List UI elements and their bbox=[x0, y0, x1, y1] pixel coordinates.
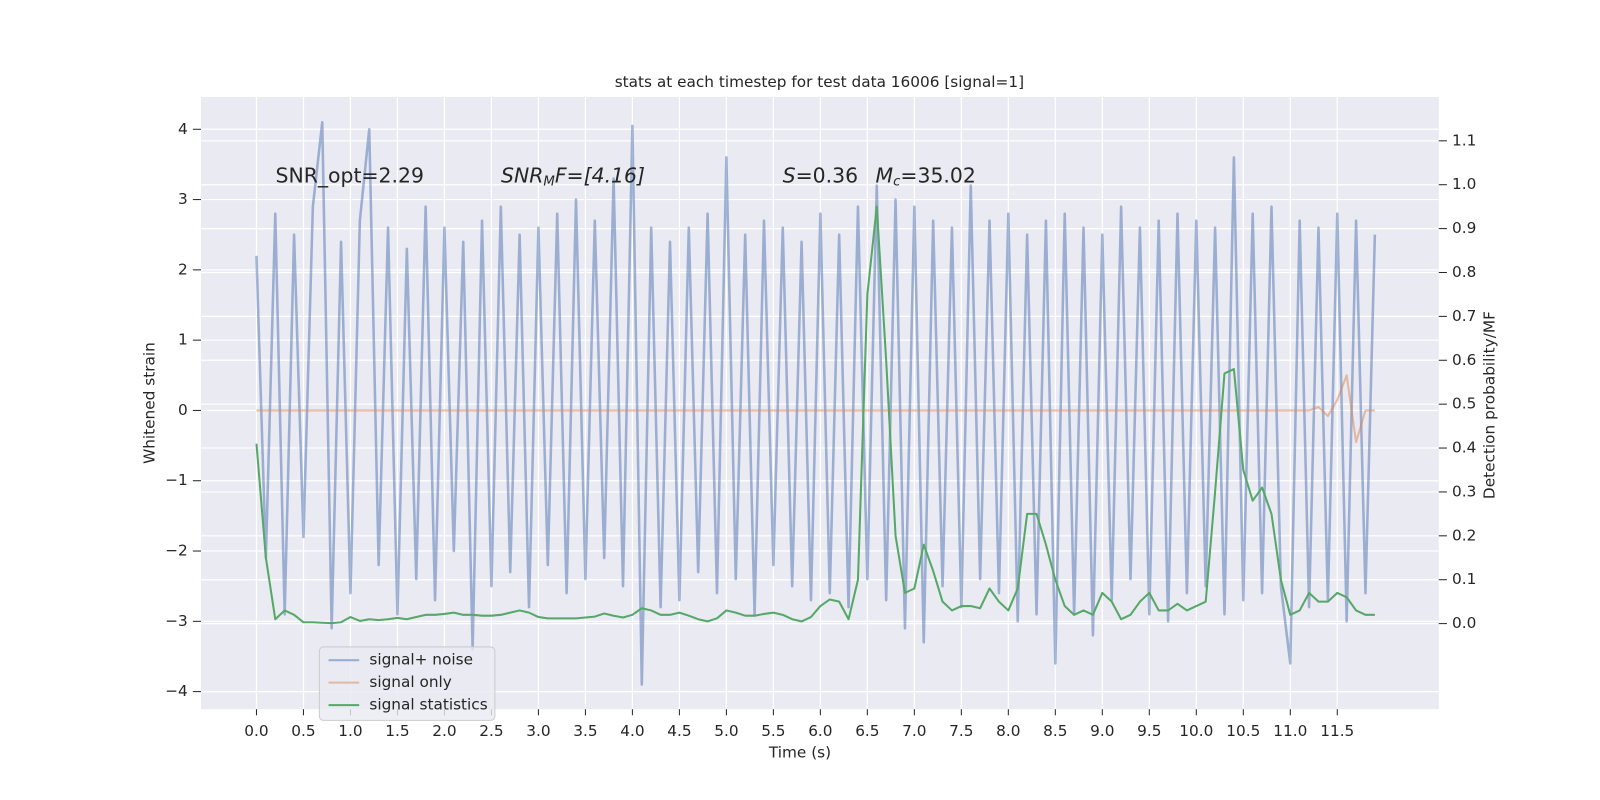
marks bbox=[255, 120, 1377, 686]
y2-tick-label: 1.0 bbox=[1452, 175, 1476, 193]
y2-tick-label: 0.5 bbox=[1452, 395, 1476, 413]
legend: signal+ noise signal only signal statistic… bbox=[318, 646, 496, 721]
series-line bbox=[255, 205, 1375, 625]
y-tick-label: −3 bbox=[165, 612, 188, 630]
y2-tick-label: 0.9 bbox=[1452, 219, 1476, 237]
annotation-part: SNR bbox=[501, 164, 543, 188]
y-tick-label: 2 bbox=[178, 260, 188, 278]
y2-axis-label: Detection probability/MF bbox=[1480, 311, 1498, 499]
y2-tick-label: 0.4 bbox=[1452, 439, 1476, 457]
y2-tick-label: 0.1 bbox=[1452, 570, 1476, 588]
x-tick-label: 1.5 bbox=[385, 722, 409, 740]
annotation-part: S bbox=[783, 164, 796, 188]
x-tick-label: 8.0 bbox=[996, 722, 1020, 740]
x-tick-label: 0.5 bbox=[291, 722, 315, 740]
y2-tick-label: 0.7 bbox=[1452, 307, 1476, 325]
x-tick-label: 6.5 bbox=[855, 722, 879, 740]
x-tick-label: 3.5 bbox=[573, 722, 597, 740]
annotation: Mc=35.02 bbox=[876, 164, 976, 190]
y2-tick-label: 0.8 bbox=[1452, 263, 1476, 281]
y2-tick-label: 0.6 bbox=[1452, 351, 1476, 369]
x-tick-label: 11.0 bbox=[1273, 722, 1307, 740]
x-tick-label: 2.0 bbox=[432, 722, 456, 740]
series-line bbox=[256, 374, 1375, 444]
y-tick-label: −1 bbox=[165, 471, 188, 489]
annotation: SNR_opt=2.29 bbox=[276, 164, 424, 189]
annotation-part: M bbox=[876, 164, 894, 188]
y2-tick-label: 0.3 bbox=[1452, 482, 1476, 500]
y2-tick-label: 1.1 bbox=[1452, 131, 1476, 149]
y-tick-label: −2 bbox=[165, 542, 188, 560]
annotation-sub: c bbox=[893, 175, 901, 190]
x-tick-label: 6.0 bbox=[808, 722, 832, 740]
y-tick-label: 3 bbox=[178, 190, 188, 208]
y-tick-label: −4 bbox=[165, 682, 188, 700]
x-tick-label: 11.5 bbox=[1320, 722, 1354, 740]
annotation-part: =0.36 bbox=[796, 164, 859, 188]
y2-tick-label: 0.0 bbox=[1452, 614, 1476, 632]
x-tick-label: 5.0 bbox=[714, 722, 738, 740]
y-tick-label: 4 bbox=[178, 120, 188, 138]
legend-box bbox=[318, 646, 496, 721]
x-tick-label: 5.5 bbox=[761, 722, 785, 740]
y-axis-label: Whitened strain bbox=[141, 342, 159, 464]
x-tick-label: 3.0 bbox=[526, 722, 550, 740]
y2-tick-label: 0.2 bbox=[1452, 526, 1476, 544]
x-tick-label: 7.5 bbox=[949, 722, 973, 740]
x-tick-label: 2.5 bbox=[479, 722, 503, 740]
x-tick-label: 9.5 bbox=[1137, 722, 1161, 740]
chart-title: stats at each timestep for test data 160… bbox=[615, 73, 1024, 91]
x-tick-label: 8.5 bbox=[1043, 722, 1067, 740]
legend-label: signal+ noise bbox=[369, 651, 473, 669]
annotation: SNRMF=[4.16] bbox=[501, 164, 645, 190]
x-tick-label: 9.0 bbox=[1090, 722, 1114, 740]
annotation: S=0.36 bbox=[783, 164, 858, 188]
x-tick-label: 4.0 bbox=[620, 722, 644, 740]
y-tick-label: 0 bbox=[178, 401, 188, 419]
x-tick-label: 4.5 bbox=[667, 722, 691, 740]
x-axis-label: Time (s) bbox=[768, 744, 831, 762]
x-tick-label: 10.5 bbox=[1226, 722, 1260, 740]
annotation-sub: M bbox=[543, 175, 555, 190]
annotation-part: =35.02 bbox=[900, 164, 975, 188]
x-tick-label: 7.0 bbox=[902, 722, 926, 740]
y-tick-label: 1 bbox=[178, 331, 188, 349]
legend-label: signal only bbox=[369, 673, 451, 691]
x-tick-label: 1.0 bbox=[338, 722, 362, 740]
annotation-part: F=[4.16] bbox=[555, 164, 645, 188]
x-tick-label: 10.0 bbox=[1179, 722, 1213, 740]
x-tick-label: 0.0 bbox=[244, 722, 268, 740]
legend-label: signal statistics bbox=[369, 696, 487, 714]
series-line bbox=[255, 120, 1377, 686]
